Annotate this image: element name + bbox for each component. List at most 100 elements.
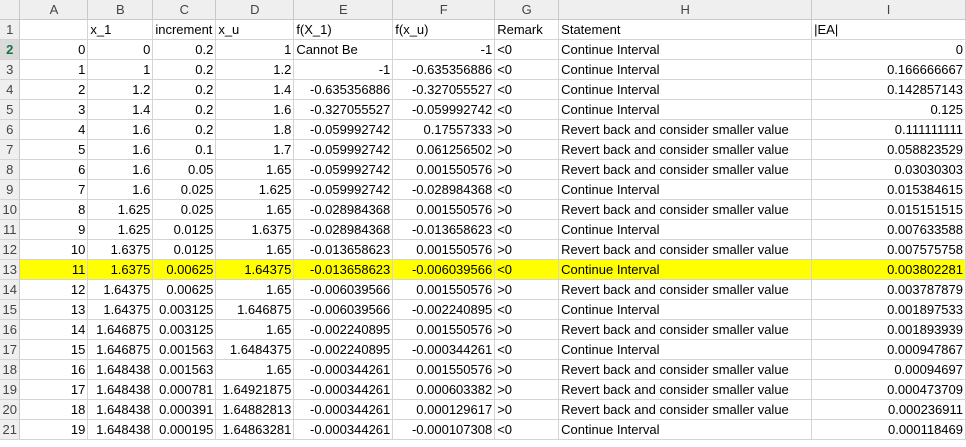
cell-e4[interactable]: -0.635356886	[293, 79, 394, 100]
cell-a12[interactable]: 10	[19, 239, 89, 260]
cell-g15[interactable]: <0	[494, 299, 560, 320]
cell-h1[interactable]: Statement	[558, 19, 813, 40]
cell-c4[interactable]: 0.2	[152, 79, 217, 100]
cell-b17[interactable]: 1.646875	[87, 339, 154, 360]
cell-c12[interactable]: 0.0125	[152, 239, 217, 260]
cell-d14[interactable]: 1.65	[215, 279, 295, 300]
cell-c1[interactable]: increment	[152, 19, 217, 40]
cell-c15[interactable]: 0.003125	[152, 299, 217, 320]
cell-c2[interactable]: 0.2	[152, 39, 217, 60]
cell-c10[interactable]: 0.025	[152, 199, 217, 220]
cell-d10[interactable]: 1.65	[215, 199, 295, 220]
cell-e1[interactable]: f(X_1)	[293, 19, 394, 40]
cell-c13[interactable]: 0.00625	[152, 259, 217, 280]
cell-g20[interactable]: >0	[494, 399, 560, 420]
cell-a10[interactable]: 8	[19, 199, 89, 220]
cell-b12[interactable]: 1.6375	[87, 239, 154, 260]
cell-b5[interactable]: 1.4	[87, 99, 154, 120]
cell-e7[interactable]: -0.059992742	[293, 139, 394, 160]
cell-g7[interactable]: >0	[494, 139, 560, 160]
cell-g12[interactable]: >0	[494, 239, 560, 260]
cell-d2[interactable]: 1	[215, 39, 295, 60]
row-header[interactable]: 6	[0, 119, 21, 140]
row-header[interactable]: 4	[0, 79, 21, 100]
cell-g4[interactable]: <0	[494, 79, 560, 100]
row-header[interactable]: 15	[0, 299, 21, 320]
cell-a2[interactable]: 0	[19, 39, 89, 60]
cell-d3[interactable]: 1.2	[215, 59, 295, 80]
cell-d15[interactable]: 1.646875	[215, 299, 295, 320]
cell-g6[interactable]: >0	[494, 119, 560, 140]
cell-e12[interactable]: -0.013658623	[293, 239, 394, 260]
cell-d4[interactable]: 1.4	[215, 79, 295, 100]
cell-e9[interactable]: -0.059992742	[293, 179, 394, 200]
column-header-h[interactable]: H	[558, 0, 813, 20]
cell-e13[interactable]: -0.013658623	[293, 259, 394, 280]
row-header[interactable]: 1	[0, 19, 21, 40]
cell-h4[interactable]: Continue Interval	[558, 79, 813, 100]
cell-a1[interactable]	[19, 19, 89, 40]
cell-d8[interactable]: 1.65	[215, 159, 295, 180]
cell-c11[interactable]: 0.0125	[152, 219, 217, 240]
cell-e8[interactable]: -0.059992742	[293, 159, 394, 180]
cell-c5[interactable]: 0.2	[152, 99, 217, 120]
cell-d20[interactable]: 1.64882813	[215, 399, 295, 420]
cell-b14[interactable]: 1.64375	[87, 279, 154, 300]
cell-a11[interactable]: 9	[19, 219, 89, 240]
column-header-g[interactable]: G	[494, 0, 560, 20]
cell-d6[interactable]: 1.8	[215, 119, 295, 140]
cell-b16[interactable]: 1.646875	[87, 319, 154, 340]
row-header[interactable]: 21	[0, 419, 21, 440]
cell-c18[interactable]: 0.001563	[152, 359, 217, 380]
cell-f3[interactable]: -0.635356886	[392, 59, 496, 80]
cell-a20[interactable]: 18	[19, 399, 89, 420]
cell-g3[interactable]: <0	[494, 59, 560, 80]
cell-h16[interactable]: Revert back and consider smaller value	[558, 319, 813, 340]
cell-a8[interactable]: 6	[19, 159, 89, 180]
cell-d13[interactable]: 1.64375	[215, 259, 295, 280]
cell-i10[interactable]: 0.015151515	[811, 199, 966, 220]
cell-i6[interactable]: 0.111111111	[811, 119, 966, 140]
cell-c20[interactable]: 0.000391	[152, 399, 217, 420]
row-header[interactable]: 11	[0, 219, 21, 240]
cell-i11[interactable]: 0.007633588	[811, 219, 966, 240]
cell-d16[interactable]: 1.65	[215, 319, 295, 340]
column-header-i[interactable]: I	[811, 0, 966, 20]
column-header-f[interactable]: F	[392, 0, 496, 20]
cell-h5[interactable]: Continue Interval	[558, 99, 813, 120]
cell-i4[interactable]: 0.142857143	[811, 79, 966, 100]
cell-e16[interactable]: -0.002240895	[293, 319, 394, 340]
cell-e11[interactable]: -0.028984368	[293, 219, 394, 240]
cell-e18[interactable]: -0.000344261	[293, 359, 394, 380]
cell-f2[interactable]: -1	[392, 39, 496, 60]
row-header[interactable]: 7	[0, 139, 21, 160]
cell-h19[interactable]: Revert back and consider smaller value	[558, 379, 813, 400]
cell-i18[interactable]: 0.00094697	[811, 359, 966, 380]
cell-i20[interactable]: 0.000236911	[811, 399, 966, 420]
cell-f4[interactable]: -0.327055527	[392, 79, 496, 100]
cell-d9[interactable]: 1.625	[215, 179, 295, 200]
cell-a21[interactable]: 19	[19, 419, 89, 440]
cell-d18[interactable]: 1.65	[215, 359, 295, 380]
cell-e14[interactable]: -0.006039566	[293, 279, 394, 300]
cell-g9[interactable]: <0	[494, 179, 560, 200]
cell-h20[interactable]: Revert back and consider smaller value	[558, 399, 813, 420]
cell-i16[interactable]: 0.001893939	[811, 319, 966, 340]
cell-i19[interactable]: 0.000473709	[811, 379, 966, 400]
cell-i15[interactable]: 0.001897533	[811, 299, 966, 320]
cell-i5[interactable]: 0.125	[811, 99, 966, 120]
cell-b20[interactable]: 1.648438	[87, 399, 154, 420]
cell-a15[interactable]: 13	[19, 299, 89, 320]
cell-a13[interactable]: 11	[19, 259, 89, 280]
row-header[interactable]: 2	[0, 39, 21, 60]
cell-a4[interactable]: 2	[19, 79, 89, 100]
cell-h9[interactable]: Continue Interval	[558, 179, 813, 200]
cell-f8[interactable]: 0.001550576	[392, 159, 496, 180]
cell-b13[interactable]: 1.6375	[87, 259, 154, 280]
cell-g1[interactable]: Remark	[494, 19, 560, 40]
cell-b3[interactable]: 1	[87, 59, 154, 80]
column-header-d[interactable]: D	[215, 0, 295, 20]
select-all-corner[interactable]	[0, 0, 21, 20]
cell-d17[interactable]: 1.6484375	[215, 339, 295, 360]
cell-e19[interactable]: -0.000344261	[293, 379, 394, 400]
